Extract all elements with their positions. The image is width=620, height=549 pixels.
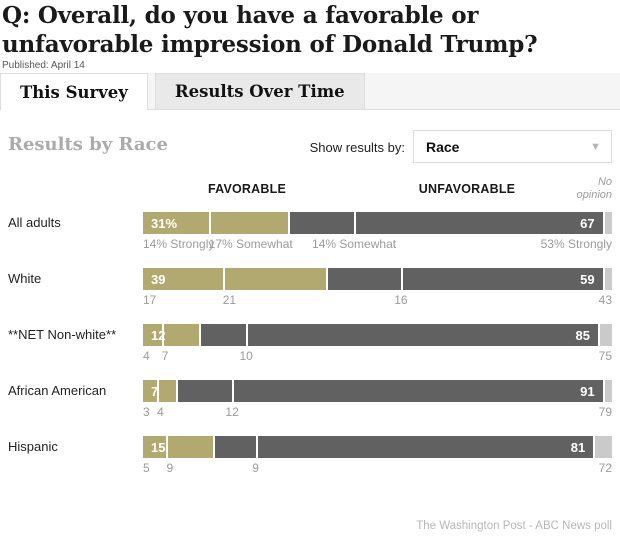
stacked-bar: 12 85 [143,324,612,346]
column-headers: FAVORABLE UNFAVORABLE No opinion [0,170,620,212]
unfavorable-somewhat-segment [325,268,401,290]
segment-sublabel: 75 [598,349,612,363]
favorable-strongly-segment [143,212,209,234]
segment-sublabel: 43 [598,293,612,307]
segment-sublabel: 17 [143,293,157,307]
row-label: White [8,271,42,286]
favorable-somewhat-segment [166,436,214,458]
table-row: African American 7 91 3 4 12 79 [0,380,620,436]
unfavorable-value-label: 67 [580,216,595,231]
segment-sublabel: 3 [143,405,150,419]
unfavorable-value-label: 59 [580,272,595,287]
segment-sublabels: 4 7 10 75 [143,349,612,365]
row-label: Hispanic [8,439,58,454]
page-title: Q: Overall, do you have a favorable or u… [2,2,538,58]
segment-sublabels: 3 4 12 79 [143,405,612,421]
segment-sublabels: 14% Strongly 17% Somewhat 14% Somewhat 53% … [143,237,612,253]
no-opinion-segment [602,268,612,290]
segment-sublabel: 72 [598,461,612,475]
unfavorable-value-label: 81 [570,440,586,455]
unfavorable-strongly-segment [246,324,598,346]
race-dropdown[interactable]: Race ▼ [413,130,612,163]
show-results-by-label: Show results by: [309,140,405,155]
favorable-somewhat-segment [222,268,326,290]
favorable-strongly-segment [143,436,167,458]
no-opinion-segment [593,436,612,458]
no-opinion-segment [602,212,612,234]
no-opinion-header: No opinion [576,176,612,202]
tab-results-over-time[interactable]: Results Over Time [154,73,365,109]
segment-sublabels: 5 9 9 72 [143,461,612,477]
favorable-header: FAVORABLE [208,182,286,196]
stacked-bar: 39 59 [143,268,612,290]
results-chart: FAVORABLE UNFAVORABLE No opinion All adu… [0,170,620,492]
segment-sublabel: 17% Somewhat [208,237,293,251]
table-row: Hispanic 15 81 5 9 9 72 [0,436,620,492]
chevron-down-icon: ▼ [590,140,601,153]
favorable-value-label: 31% [151,216,178,231]
unfavorable-strongly-segment [400,268,603,290]
segment-sublabel: 9 [166,461,174,475]
unfavorable-somewhat-segment [175,380,233,402]
unfavorable-strongly-segment [255,436,594,458]
unfavorable-strongly-segment [232,380,603,402]
favorable-strongly-segment [143,268,223,290]
favorable-somewhat-segment [161,324,200,346]
no-opinion-segment [602,380,612,402]
published-date: Published: April 14 [2,60,85,71]
no-opinion-segment [597,324,612,346]
segment-sublabel: 21 [222,293,237,307]
chart-rows: All adults 31% 67 14% Strongly 17% Somewhat 1… [0,212,620,492]
section-title: Results by Race [8,134,168,155]
favorable-strongly-segment [143,324,162,346]
segment-sublabel: 4 [157,405,164,419]
unfavorable-somewhat-segment [199,324,247,346]
tab-bar: This Survey Results Over Time [0,73,620,110]
segment-sublabel: 79 [598,405,612,419]
row-label: All adults [8,215,61,230]
row-label: **NET Non-white** [8,327,117,342]
segment-sublabel: 53% Strongly [540,237,612,251]
table-row: All adults 31% 67 14% Strongly 17% Somewhat 1… [0,212,620,268]
source-attribution: The Washington Post - ABC News poll [416,520,612,532]
favorable-somewhat-segment [157,380,176,402]
segment-sublabels: 17 21 16 43 [143,293,612,309]
unfavorable-header: UNFAVORABLE [418,182,516,196]
segment-sublabel: 5 [143,461,150,475]
favorable-strongly-segment [143,380,158,402]
tab-this-survey[interactable]: This Survey [0,73,148,110]
unfavorable-value-label: 85 [575,328,590,343]
favorable-value-label: 39 [151,272,166,287]
favorable-value-label: 7 [151,384,159,399]
segment-sublabel: 14% Somewhat [312,237,397,251]
unfavorable-value-label: 91 [580,384,595,399]
stacked-bar: 31% 67 [143,212,612,234]
segment-sublabel: 14% Strongly [143,237,215,251]
segment-sublabel: 10 [239,349,253,363]
segment-sublabel: 16 [394,293,408,307]
table-row: **NET Non-white** 12 85 4 7 10 75 [0,324,620,380]
segment-sublabel: 4 [143,349,150,363]
dropdown-value: Race [426,138,460,155]
unfavorable-somewhat-segment [288,212,355,234]
stacked-bar: 7 91 [143,380,612,402]
segment-sublabel: 12 [225,405,239,419]
segment-sublabel: 9 [252,461,259,475]
segment-sublabel: 7 [161,349,169,363]
favorable-value-label: 12 [151,328,166,343]
stacked-bar: 15 81 [143,436,612,458]
favorable-value-label: 15 [151,440,166,455]
table-row: White 39 59 17 21 16 43 [0,268,620,324]
unfavorable-strongly-segment [354,212,603,234]
unfavorable-somewhat-segment [213,436,256,458]
row-label: African American [8,383,107,398]
favorable-somewhat-segment [208,212,289,234]
